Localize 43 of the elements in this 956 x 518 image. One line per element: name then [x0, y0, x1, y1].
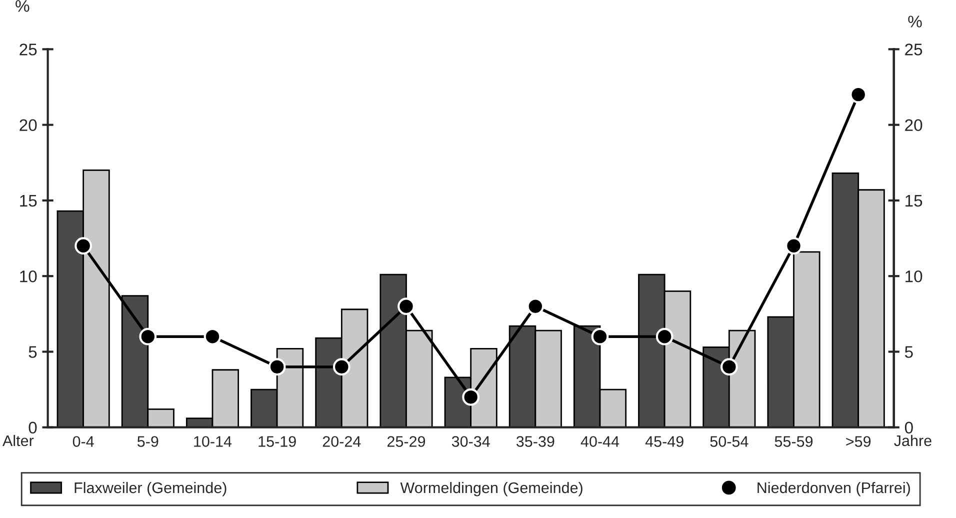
point: [268, 358, 286, 376]
point: [591, 328, 609, 346]
x-tick-label: 55-59: [774, 436, 813, 447]
point: [332, 358, 350, 376]
legend-label: Niederdonven (Pfarrei): [758, 482, 910, 496]
x-tick-label: 0-4: [72, 436, 94, 447]
y-tick-label: 0: [28, 422, 37, 434]
point: [720, 358, 738, 376]
y2-tick-label: 5: [904, 346, 913, 358]
x-tick-label: 15-19: [258, 436, 296, 447]
point: [526, 298, 544, 316]
y-axis-title: %: [16, 0, 30, 12]
y-tick-label: 25: [20, 44, 37, 56]
y2-tick-label: 10: [906, 270, 922, 282]
y2-axis-title: %: [908, 16, 922, 28]
x-tick-label: 45-49: [645, 436, 684, 447]
y-tick-label: 10: [20, 270, 37, 282]
x-tick-label: 30-34: [452, 436, 490, 447]
point: [398, 298, 415, 316]
x-axis-title: Alter: [2, 434, 34, 446]
y2-tick-label: 20: [905, 119, 922, 132]
x-tick-label: 20-24: [322, 436, 361, 447]
x-tick-label: 50-54: [710, 436, 748, 447]
text: Jahre: [894, 434, 932, 446]
x-tick-label: 5-9: [137, 436, 158, 447]
point: [462, 388, 480, 406]
y-tick-label: 15: [20, 195, 37, 207]
point: [139, 328, 157, 346]
y-tick-label: 5: [28, 346, 37, 358]
x-tick-label: 40-44: [580, 436, 620, 447]
y-tick-label: 20: [20, 119, 37, 132]
legend-label: Flaxweiler (Gemeinde): [74, 482, 226, 496]
point: [656, 328, 674, 346]
y2-tick-label: 15: [906, 195, 922, 207]
x-tick-label: 35-39: [516, 436, 554, 447]
y2-tick-label: 0: [904, 422, 913, 434]
point: [74, 237, 92, 255]
point: [785, 237, 802, 255]
x-tick-label: 25-29: [387, 436, 426, 447]
legend-label: Wormeldingen (Gemeinde): [400, 482, 582, 496]
x-tick-label: >59: [846, 436, 871, 447]
y2-tick-label: 25: [905, 44, 922, 56]
x-tick-label: 10-14: [194, 436, 232, 447]
